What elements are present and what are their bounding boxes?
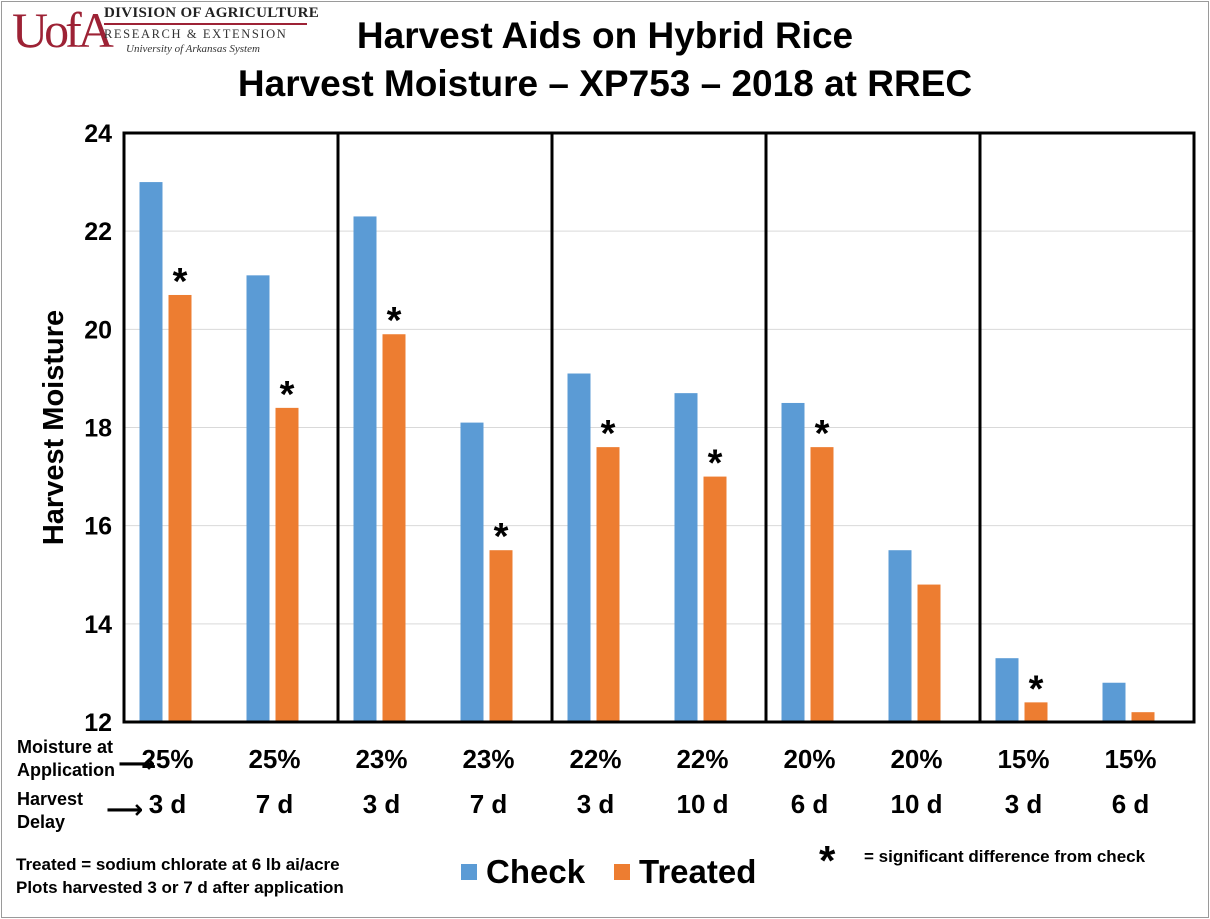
significance-star: * <box>601 413 616 455</box>
y-tick-label: 14 <box>84 611 112 639</box>
moisture-tick-label: 25% <box>248 744 300 774</box>
significance-legend-star: * <box>819 837 836 884</box>
y-tick-label: 22 <box>84 218 112 246</box>
y-tick-label: 24 <box>84 120 112 148</box>
moisture-tick-label: 22% <box>676 744 728 774</box>
bar-treated <box>168 294 192 722</box>
moisture-row-label-line1: Moisture at <box>17 737 114 757</box>
delay-tick-label: 3 d <box>363 789 401 819</box>
y-tick-label: 20 <box>84 316 112 344</box>
bar-treated <box>1024 702 1048 722</box>
significance-star: * <box>387 300 402 342</box>
bar-check <box>674 393 698 722</box>
significance-star: * <box>708 443 723 485</box>
bar-check <box>781 402 805 722</box>
significance-star: * <box>815 413 830 455</box>
bar-treated <box>275 407 299 722</box>
bar-check <box>353 216 377 723</box>
bar-treated <box>489 550 513 722</box>
legend-check-swatch <box>461 864 477 880</box>
panel-frame <box>978 131 1196 724</box>
logo-extension-text: RESEARCH & EXTENSION <box>104 27 288 41</box>
bar-treated <box>703 476 727 722</box>
significance-star: * <box>1029 668 1044 710</box>
chart-title-line1: Harvest Aids on Hybrid Rice <box>356 15 854 56</box>
university-logo: UofA DIVISION OF AGRICULTURE RESEARCH & … <box>8 2 319 60</box>
bar-check <box>246 275 270 722</box>
moisture-tick-label: 25% <box>141 744 193 774</box>
bar-treated <box>382 334 406 722</box>
legend-treated-swatch <box>614 864 630 880</box>
delay-tick-label: 3 d <box>577 789 615 819</box>
significance-star: * <box>173 261 188 303</box>
bar-treated <box>917 584 941 722</box>
moisture-tick-label: 20% <box>890 744 942 774</box>
delay-tick-label: 10 d <box>890 789 942 819</box>
delay-tick-label: 7 d <box>256 789 294 819</box>
bar-check <box>1102 682 1126 722</box>
moisture-arrow-icon: ⟶ <box>118 748 156 778</box>
delay-row-label-line2: Delay <box>17 812 66 832</box>
moisture-tick-label: 22% <box>569 744 621 774</box>
delay-tick-label: 6 d <box>791 789 829 819</box>
legend-check-label: Check <box>486 853 586 890</box>
moisture-tick-label: 23% <box>355 744 407 774</box>
bar-check <box>460 422 484 722</box>
logo-division-text: DIVISION OF AGRICULTURE <box>104 5 320 21</box>
bar-check <box>139 182 163 723</box>
logo-divider <box>104 23 307 25</box>
delay-tick-label: 7 d <box>470 789 508 819</box>
delay-arrow-icon: ⟶ <box>106 794 144 824</box>
bar-treated <box>810 447 834 722</box>
delay-tick-label: 6 d <box>1112 789 1150 819</box>
y-axis-title: Harvest Moisture <box>38 310 70 545</box>
significance-star: * <box>494 516 509 558</box>
bar-treated <box>1131 712 1155 722</box>
delay-tick-label: 3 d <box>149 789 187 819</box>
moisture-tick-label: 23% <box>462 744 514 774</box>
significance-legend-text: = significant difference from check <box>864 847 1146 866</box>
bar-check <box>567 373 591 722</box>
delay-row-label-line1: Harvest <box>17 789 84 809</box>
logo-system-text: University of Arkansas System <box>126 43 260 55</box>
delay-tick-label: 3 d <box>1005 789 1043 819</box>
moisture-tick-label: 15% <box>997 744 1049 774</box>
moisture-row-label-line2: Application <box>17 760 115 780</box>
moisture-tick-label: 15% <box>1104 744 1156 774</box>
logo-mark: UofA <box>12 2 114 58</box>
delay-tick-label: 10 d <box>676 789 728 819</box>
significance-star: * <box>280 374 295 416</box>
bar-check <box>995 658 1019 722</box>
footnote-harvest-timing: Plots harvested 3 or 7 d after applicati… <box>16 878 344 897</box>
y-tick-label: 12 <box>84 709 112 737</box>
y-tick-label: 18 <box>84 415 112 443</box>
y-tick-label: 16 <box>84 513 112 541</box>
moisture-tick-label: 20% <box>783 744 835 774</box>
bar-treated <box>596 447 620 722</box>
footnote-treatment: Treated = sodium chlorate at 6 lb ai/acr… <box>16 855 340 874</box>
chart-title-line2: Harvest Moisture – XP753 – 2018 at RREC <box>237 63 973 104</box>
legend-treated-label: Treated <box>639 853 757 890</box>
bar-check <box>888 550 912 722</box>
